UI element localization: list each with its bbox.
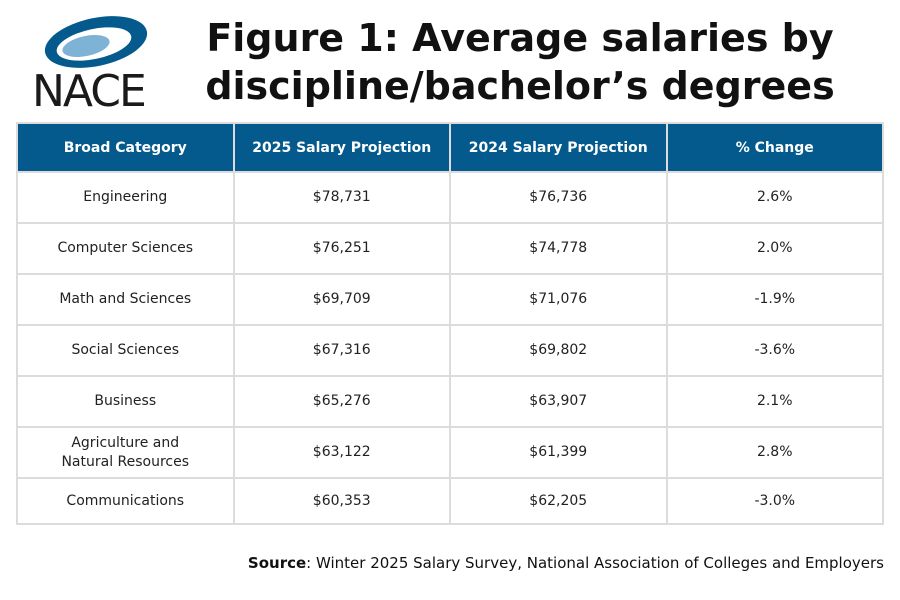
source-text: : Winter 2025 Salary Survey, National As… [306,554,884,572]
figure-title: Figure 1: Average salaries by discipline… [160,14,880,110]
category-cell: Social Sciences [16,324,235,377]
salary-2024-cell: $74,778 [449,222,668,275]
logo-text: NACE [32,66,145,112]
figure-title-line-2: discipline/bachelor’s degrees [205,64,835,108]
salary-2024-cell: $69,802 [449,324,668,377]
percent-change-cell: 2.1% [665,375,884,428]
logo-swoosh-core [62,35,110,57]
table-row: Agriculture and Natural Resources $63,12… [16,426,884,479]
salary-2025-cell: $67,316 [232,324,451,377]
category-cell: Communications [16,477,235,525]
column-header-2025-salary: 2025 Salary Projection [232,122,451,173]
table-row: Social Sciences $67,316 $69,802 -3.6% [16,324,884,377]
table-header-row: Broad Category 2025 Salary Projection 20… [16,122,884,173]
percent-change-cell: 2.6% [665,171,884,224]
table-row: Math and Sciences $69,709 $71,076 -1.9% [16,273,884,326]
source-note: Source: Winter 2025 Salary Survey, Natio… [248,554,884,572]
salary-2024-cell: $76,736 [449,171,668,224]
category-cell: Engineering [16,171,235,224]
figure-title-line-1: Figure 1: Average salaries by [206,16,834,60]
source-label: Source [247,554,307,572]
table-row: Engineering $78,731 $76,736 2.6% [16,171,884,224]
salary-2024-cell: $63,907 [449,375,668,428]
category-cell: Agriculture and Natural Resources [16,426,235,479]
salary-2025-cell: $60,353 [232,477,451,525]
salary-2025-cell: $76,251 [232,222,451,275]
percent-change-cell: -3.6% [665,324,884,377]
salary-2024-cell: $62,205 [449,477,668,525]
category-cell: Math and Sciences [16,273,235,326]
table-row: Computer Sciences $76,251 $74,778 2.0% [16,222,884,275]
salary-2024-cell: $61,399 [449,426,668,479]
table-row: Business $65,276 $63,907 2.1% [16,375,884,428]
salary-table: Broad Category 2025 Salary Projection 20… [16,122,884,525]
column-header-broad-category: Broad Category [16,122,235,173]
salary-2024-cell: $71,076 [449,273,668,326]
category-cell: Computer Sciences [16,222,235,275]
percent-change-cell: -1.9% [665,273,884,326]
percent-change-cell: 2.0% [665,222,884,275]
nace-logo: NACE [30,12,152,112]
percent-change-cell: -3.0% [665,477,884,525]
column-header-percent-change: % Change [665,122,884,173]
category-cell: Business [16,375,235,428]
salary-2025-cell: $78,731 [232,171,451,224]
salary-2025-cell: $65,276 [232,375,451,428]
table-row: Communications $60,353 $62,205 -3.0% [16,477,884,525]
salary-2025-cell: $69,709 [232,273,451,326]
percent-change-cell: 2.8% [665,426,884,479]
salary-2025-cell: $63,122 [232,426,451,479]
column-header-2024-salary: 2024 Salary Projection [449,122,668,173]
nace-logo-mark: NACE [32,16,148,112]
